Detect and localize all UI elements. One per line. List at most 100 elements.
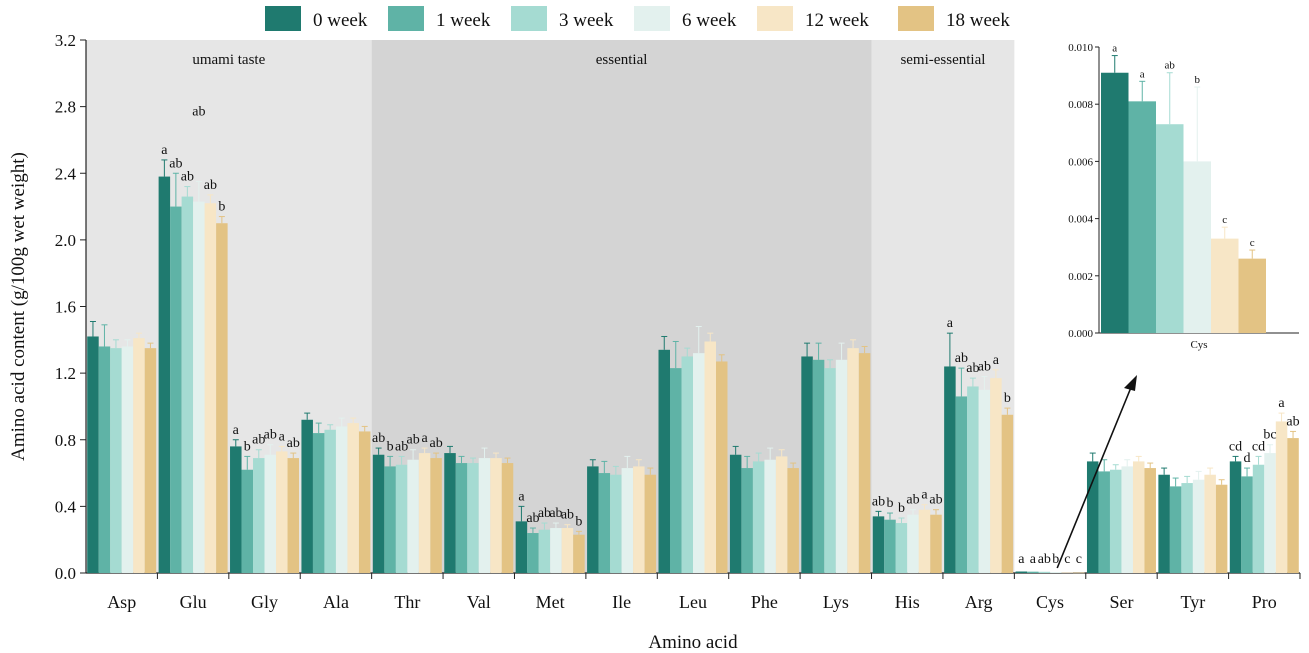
significance-letter: a xyxy=(1278,396,1285,411)
bar xyxy=(170,206,182,573)
bar xyxy=(204,203,217,573)
bar xyxy=(944,366,956,573)
significance-letter: b xyxy=(886,496,893,511)
bar xyxy=(1241,476,1253,573)
significance-letter: ab xyxy=(561,508,574,523)
bar xyxy=(478,458,491,573)
legend-swatch xyxy=(511,6,547,31)
bar xyxy=(216,223,228,573)
bar xyxy=(395,464,408,573)
bar xyxy=(1001,414,1014,573)
bar xyxy=(1132,461,1145,573)
inset-bar xyxy=(1101,72,1129,334)
bar xyxy=(1287,438,1299,573)
inset-x-label: Cys xyxy=(1190,339,1207,351)
x-axis-label: Amino acid xyxy=(648,632,738,653)
y-tick-label: 0.4 xyxy=(55,497,77,516)
inset-arrow xyxy=(1056,384,1133,569)
significance-letter: c xyxy=(1076,552,1082,567)
bar xyxy=(98,346,111,573)
significance-letter: ab xyxy=(872,494,885,509)
bar xyxy=(181,196,194,573)
significance-letter: a xyxy=(233,423,240,438)
legend-label: 0 week xyxy=(313,10,368,31)
significance-letter: b xyxy=(1004,391,1011,406)
bar xyxy=(287,458,300,573)
bar xyxy=(1192,479,1205,573)
x-tick-label: Leu xyxy=(679,592,707,612)
bar xyxy=(1050,572,1062,573)
inset-significance-letter: a xyxy=(1112,43,1117,55)
bar xyxy=(561,528,574,573)
inset-y-tick-label: 0.004 xyxy=(1068,214,1093,226)
bar xyxy=(1252,464,1265,573)
bar xyxy=(527,533,539,573)
x-tick-label: His xyxy=(895,592,920,612)
bar xyxy=(1121,466,1133,573)
significance-letter: d xyxy=(1244,451,1251,466)
bar xyxy=(276,451,288,573)
bar xyxy=(812,359,825,573)
inset-significance-letter: c xyxy=(1222,214,1227,226)
x-tick-label: Lys xyxy=(823,592,849,612)
bar xyxy=(133,338,145,573)
legend-swatch xyxy=(898,6,934,31)
significance-letter: ab xyxy=(287,436,300,451)
significance-letter: ab xyxy=(906,493,919,508)
significance-letter: ab xyxy=(406,433,419,448)
bar xyxy=(1158,474,1170,573)
bar xyxy=(930,514,942,573)
bar xyxy=(490,458,502,573)
significance-letter: ab xyxy=(929,493,942,508)
inset-bar xyxy=(1211,238,1239,333)
y-tick-label: 0.8 xyxy=(55,431,76,450)
significance-letter: cd xyxy=(1252,439,1265,454)
bar xyxy=(264,454,277,573)
x-tick-label: Met xyxy=(536,592,565,612)
inset-significance-letter: a xyxy=(1140,68,1145,80)
group-label: semi-essential xyxy=(900,52,985,68)
bar xyxy=(1109,469,1122,573)
inset-significance-letter: c xyxy=(1250,237,1255,249)
bar xyxy=(1038,571,1051,573)
inset-arrow-head xyxy=(1124,375,1137,391)
significance-letter: b xyxy=(575,514,582,529)
significance-letter: b xyxy=(244,439,251,454)
bar xyxy=(978,389,991,573)
bar xyxy=(824,368,836,573)
y-tick-label: 1.6 xyxy=(55,298,76,317)
bar xyxy=(1086,461,1099,573)
bar xyxy=(1169,486,1182,573)
inset-y-tick-label: 0.002 xyxy=(1068,271,1093,283)
bar xyxy=(158,176,171,574)
bar xyxy=(847,348,859,573)
x-tick-label: Thr xyxy=(394,592,420,612)
bar xyxy=(407,459,419,573)
bar xyxy=(1275,421,1288,573)
y-tick-label: 1.2 xyxy=(55,364,76,383)
bar xyxy=(384,466,396,573)
bar xyxy=(455,463,468,573)
significance-letter: a xyxy=(1018,552,1025,567)
significance-letter: a xyxy=(947,316,954,331)
significance-letter: a xyxy=(993,353,1000,368)
bar xyxy=(741,468,753,573)
significance-letter: ab xyxy=(978,359,991,374)
significance-letter: ab xyxy=(264,428,277,443)
bar xyxy=(801,356,813,573)
y-tick-label: 2.4 xyxy=(55,164,77,183)
bar xyxy=(501,463,514,573)
significance-letter: ab xyxy=(966,361,979,376)
significance-letter: a xyxy=(421,431,428,446)
bar xyxy=(372,454,385,573)
bar xyxy=(241,469,254,573)
bar xyxy=(418,453,431,573)
y-axis-label: Amino acid content (g/100g wet weight) xyxy=(8,152,29,461)
significance-letter: a xyxy=(279,429,286,444)
inset-y-tick-label: 0.010 xyxy=(1068,42,1093,54)
significance-letter: a xyxy=(161,143,168,158)
inset-y-tick-label: 0.000 xyxy=(1068,328,1093,340)
legend-label: 18 week xyxy=(946,10,1010,31)
bar xyxy=(907,514,919,573)
x-tick-label: Asp xyxy=(107,592,136,612)
